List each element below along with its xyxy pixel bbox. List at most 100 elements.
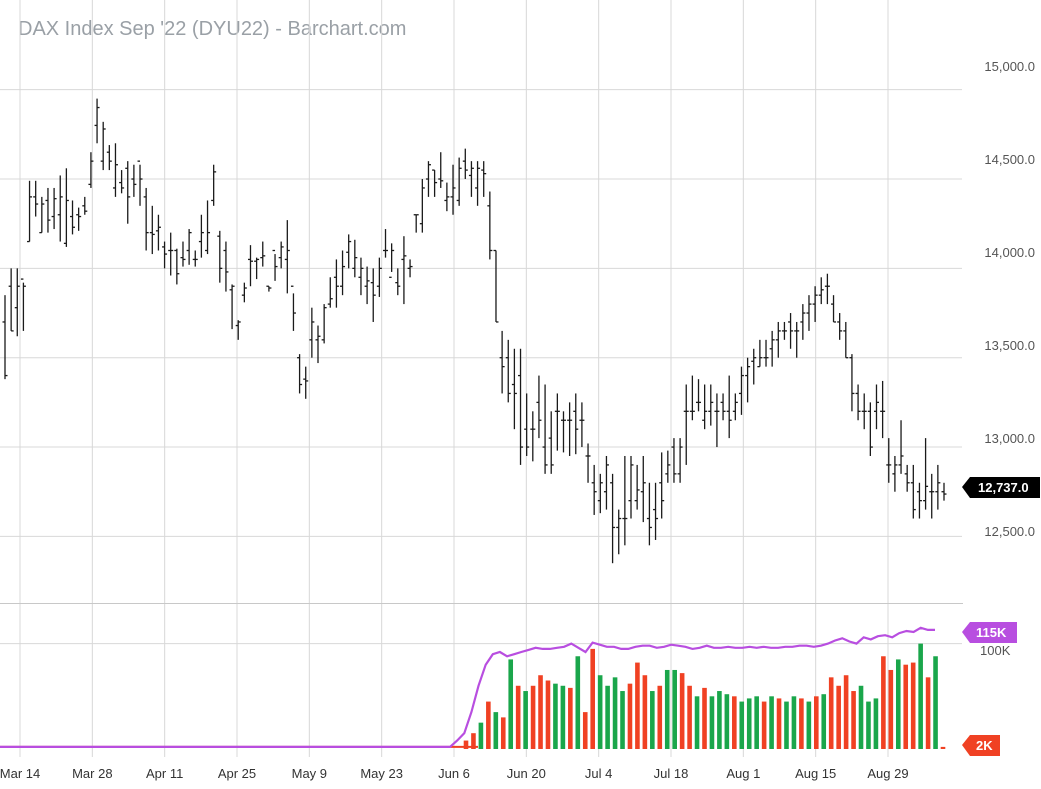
ohlc-bar <box>419 179 425 233</box>
volume-bar <box>523 691 528 749</box>
x-tick-label: Aug 15 <box>795 766 836 781</box>
volume-bar <box>858 685 864 749</box>
ohlc-bar <box>849 354 855 412</box>
volume-bar <box>493 712 499 749</box>
volume-bar <box>895 659 901 749</box>
grid <box>0 0 962 757</box>
ohlc-bar <box>82 196 88 215</box>
volume-bar <box>784 701 789 749</box>
x-tick-label: Apr 11 <box>146 766 183 781</box>
ohlc-bar <box>266 285 272 292</box>
ohlc-bar <box>622 455 628 546</box>
ohlc-bar <box>39 196 45 234</box>
ohlc-bar <box>57 175 63 242</box>
ohlc-bar <box>174 248 180 285</box>
volume-bar <box>463 740 469 749</box>
volume-bar <box>650 691 655 749</box>
ohlc-bar <box>33 180 39 217</box>
ohlc-bar <box>591 464 597 515</box>
volume-bar <box>925 677 931 749</box>
volume-bar <box>746 698 752 749</box>
volume-bar <box>903 664 909 749</box>
ohlc-bar <box>155 214 161 251</box>
volume-bar <box>471 733 476 749</box>
volume-bar <box>828 677 834 749</box>
volume-bar <box>776 698 782 749</box>
volume-bar <box>881 656 886 749</box>
ohlc-bar <box>186 229 192 265</box>
ohlc-bar <box>149 205 155 255</box>
volume-bar <box>791 696 797 749</box>
ohlc-bar <box>843 321 849 359</box>
volume-high-tag: 115K <box>962 622 1017 643</box>
ohlc-bar <box>8 268 14 332</box>
ohlc-bar <box>683 384 689 465</box>
ohlc-bar <box>640 455 646 523</box>
ohlc-bar <box>100 121 106 171</box>
ohlc-bar <box>2 295 8 380</box>
ohlc-bar <box>290 285 296 331</box>
ohlc-bar <box>916 482 922 519</box>
volume-bars <box>0 643 946 749</box>
volume-low-tag-shape <box>962 735 1000 756</box>
volume-low-label: 2K <box>976 738 993 753</box>
ohlc-bar <box>781 321 787 340</box>
y-tick-label: 12,500.0 <box>984 524 1035 539</box>
volume-bar <box>508 659 514 749</box>
volume-bar <box>739 701 745 749</box>
x-tick-label: Jul 4 <box>585 766 612 781</box>
ohlc-bar <box>401 236 407 305</box>
x-tick-label: Mar 14 <box>0 766 40 781</box>
volume-bar <box>575 656 581 749</box>
ohlc-bar <box>800 304 806 340</box>
volume-bar <box>732 696 737 749</box>
ohlc-bar <box>192 250 198 267</box>
volume-bar <box>918 643 923 749</box>
ohlc-bar <box>383 229 389 258</box>
ohlc-bar <box>745 357 751 403</box>
ohlc-bar <box>812 286 818 322</box>
ohlc-bar <box>714 393 720 448</box>
ohlc-bar <box>616 509 622 555</box>
ohlc-bar <box>929 473 935 519</box>
x-tick-label: Mar 28 <box>72 766 112 781</box>
ohlc-bar <box>395 268 401 296</box>
ohlc-bar <box>444 182 450 212</box>
volume-bar <box>836 685 841 749</box>
ohlc-bar <box>677 438 683 483</box>
ohlc-bar <box>315 325 321 364</box>
volume-bar <box>888 669 894 749</box>
y-axis-ticks: 15,000.0 14,500.0 14,000.0 13,500.0 13,0… <box>984 59 1035 539</box>
ohlc-bar <box>94 98 100 144</box>
ohlc-bar <box>407 259 413 278</box>
volume-bar <box>873 698 879 749</box>
ohlc-bar <box>14 268 20 337</box>
y-tick-label: 14,500.0 <box>984 152 1035 167</box>
ohlc-bar <box>364 266 370 305</box>
volume-bar <box>486 701 491 749</box>
volume-high-tag-shape <box>962 622 1017 643</box>
ohlc-bar <box>597 473 603 514</box>
volume-average-line <box>0 626 935 749</box>
ohlc-bar <box>327 277 333 308</box>
ohlc-bar <box>45 187 51 233</box>
ohlc-bar <box>518 348 524 465</box>
volume-bar <box>910 662 916 749</box>
ohlc-bar <box>634 464 640 510</box>
x-axis-ticks: Mar 14 Mar 28 Apr 11 Apr 25 May 9 May 23 Jun 6… <box>0 766 909 781</box>
ohlc-bar <box>425 161 431 197</box>
x-tick-label: Apr 25 <box>218 766 256 781</box>
ohlc-bar <box>560 411 566 453</box>
last-price-tag: 12,737.0 <box>962 477 1040 498</box>
ohlc-bar <box>646 482 652 546</box>
ohlc-bar <box>524 393 530 456</box>
ohlc-bar <box>738 366 744 415</box>
volume-bar <box>933 656 938 749</box>
ohlc-bar <box>831 295 837 323</box>
ohlc-bar <box>720 393 726 421</box>
volume-bar <box>702 687 707 749</box>
ohlc-bar <box>628 455 634 519</box>
volume-bar <box>500 717 506 749</box>
ohlc-bar <box>923 438 929 510</box>
